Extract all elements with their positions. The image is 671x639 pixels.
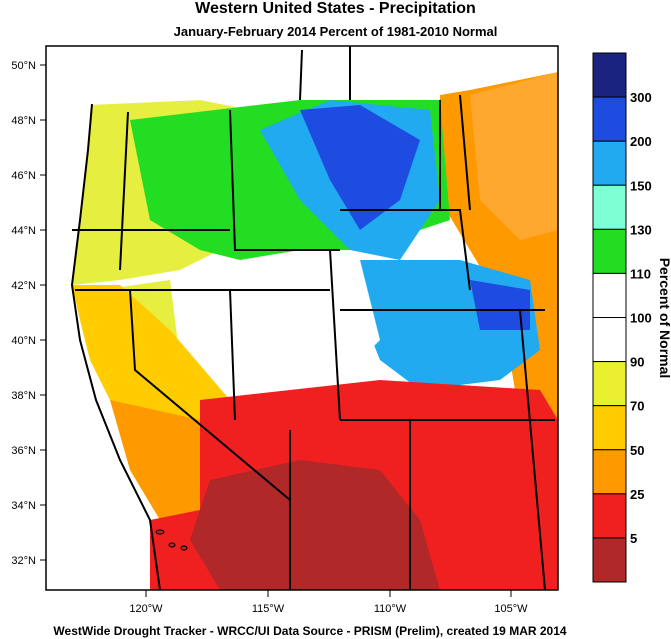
map-subtitle: January-February 2014 Percent of 1981-20… [173,24,498,39]
colorbar-label: 50 [630,443,644,458]
colorbar-swatch [592,140,627,186]
channel-islands [155,529,188,551]
colorbar-swatch [592,537,627,583]
lon-label: 105°W [494,603,528,615]
region-ocean [46,46,150,590]
colorbar-title: Percent of Normal [657,258,671,379]
lat-label: 48°N [11,115,36,127]
region-california-north [72,285,230,420]
colorbar-swatch [592,493,627,539]
lat-label: 40°N [11,335,36,347]
region-montana-dark [300,105,420,230]
lon-label: 110°W [374,603,407,615]
colorbar-swatch [592,184,627,230]
colorbar-label: 100 [630,311,652,326]
colorbar-label: 150 [630,178,652,193]
region-eastern-plains-dark [470,72,558,240]
lat-label: 38°N [11,390,36,402]
colorbar-label: 90 [630,355,644,370]
colorbar-label: 5 [630,531,637,546]
coastline [70,103,161,591]
longitude-axis [145,590,512,597]
colorbar-swatch [592,361,627,407]
colorbar: 300 200 150 130 110 100 90 70 50 25 5 [592,52,652,583]
lat-label: 32°N [11,555,36,567]
lat-label: 46°N [11,170,36,182]
region-arizona-core [190,460,440,590]
region-canada [86,46,558,104]
colorbar-label: 130 [630,222,652,237]
lat-label: 44°N [11,225,36,237]
colorbar-label: 25 [630,487,644,502]
colorbar-label: 110 [630,266,651,281]
region-great-basin [170,260,380,390]
lat-label: 50°N [11,60,36,72]
colorbar-label: 300 [630,90,652,105]
region-colorado-dark [470,280,530,330]
colorbar-label: 70 [630,399,644,414]
longitude-labels: 120°W 115°W 110°W 105°W [129,603,528,615]
colorbar-swatch [592,96,627,142]
colorbar-swatch [592,52,627,98]
latitude-labels: 50°N 48°N 46°N 44°N 42°N 40°N 38°N 36°N … [11,60,36,567]
colorbar-swatch [592,405,627,451]
colorbar-swatch [592,228,627,274]
lon-label: 120°W [129,603,163,615]
colorbar-swatch [592,449,627,495]
colorbar-label: 200 [630,134,652,149]
plot-frame [45,45,559,591]
state-borders [72,46,555,591]
lon-label: 115°W [252,603,285,615]
colorbar-swatch [592,317,627,363]
region-california-south [110,400,210,520]
colorbar-swatch [592,272,627,318]
lat-label: 36°N [11,445,36,457]
latitude-axis [40,64,46,561]
map-title: Western United States - Precipitation [195,0,476,17]
lat-label: 34°N [11,500,36,512]
lat-label: 42°N [11,280,36,292]
map-footer: WestWide Drought Tracker - WRCC/UI Data … [53,624,567,638]
